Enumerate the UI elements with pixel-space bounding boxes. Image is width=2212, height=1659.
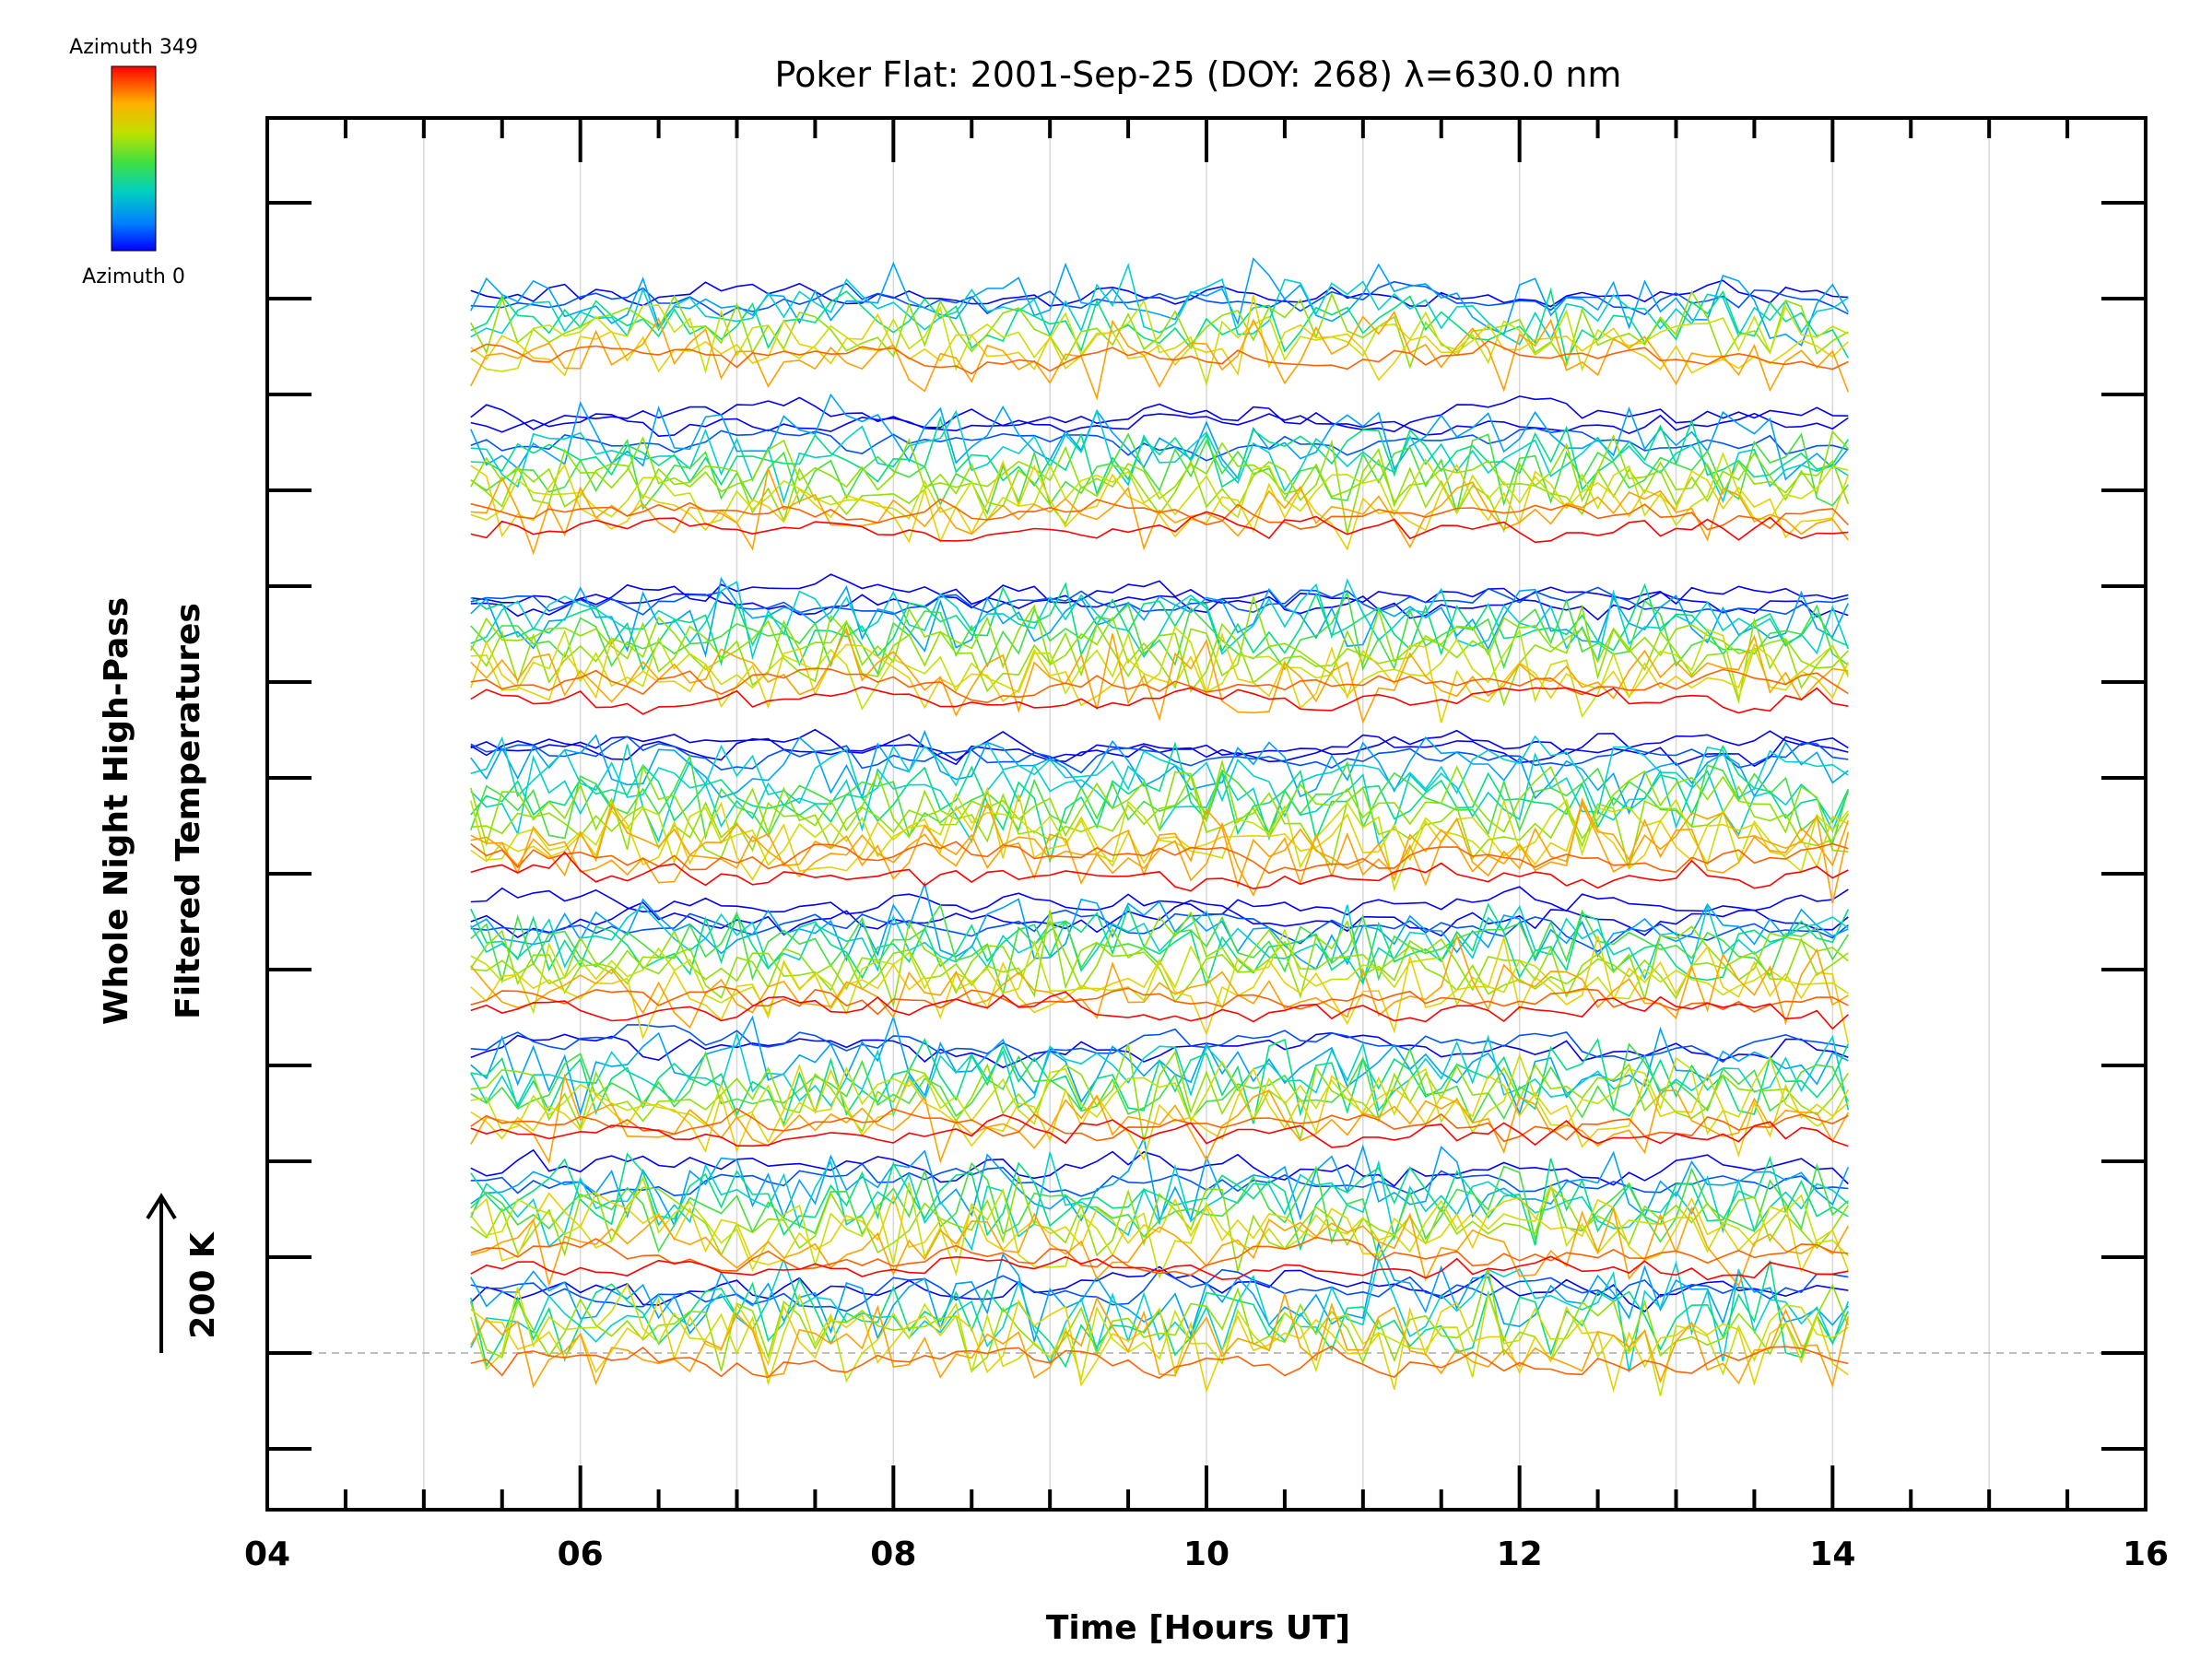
series-line (470, 841, 1849, 875)
series-line (470, 1031, 1849, 1069)
series-line (470, 1037, 1850, 1126)
series-line (470, 614, 1850, 707)
series-line (470, 1148, 1849, 1187)
x-tick-label: 06 (558, 1535, 604, 1573)
series-line (470, 511, 1849, 544)
x-tick-labels: 04 06 08 10 12 14 16 (244, 1535, 2169, 1573)
series-line (470, 1206, 1849, 1288)
series-line (470, 393, 1849, 481)
series-lines (470, 257, 1850, 1396)
series-line (470, 311, 1850, 401)
series-line (470, 904, 1849, 984)
series-line (470, 1162, 1849, 1197)
series-line (470, 295, 1849, 382)
x-axis-label: Time [Hours UT] (1046, 1609, 1350, 1647)
series-line (470, 625, 1850, 719)
series-line (470, 287, 1849, 364)
series-line (470, 439, 1850, 535)
x-tick-label: 14 (1809, 1535, 1855, 1573)
series-line (470, 582, 1849, 672)
series-line (470, 1107, 1849, 1143)
colorbar-top-label: Azimuth 349 (69, 36, 198, 59)
series-line (470, 900, 1849, 939)
series-line (470, 626, 1849, 724)
series-line (470, 586, 1849, 616)
series-line (470, 1290, 1850, 1389)
series-line (470, 395, 1849, 433)
x-tick-label: 04 (244, 1535, 290, 1573)
series-line (470, 1241, 1849, 1345)
series-line (470, 1053, 1849, 1135)
series-line (470, 1297, 1849, 1394)
x-tick-label: 16 (2123, 1535, 2169, 1573)
series-line (470, 576, 1850, 658)
series-line (470, 729, 1849, 816)
series-line (470, 686, 1849, 715)
series-line (470, 759, 1849, 859)
axes (265, 116, 2147, 1512)
series-line (470, 741, 1850, 865)
series-line (470, 262, 1849, 346)
series-line (470, 729, 1849, 761)
series-line (470, 280, 1849, 318)
series-line (470, 432, 1849, 515)
series-line (470, 594, 1849, 689)
series-line (470, 985, 1849, 1016)
series-line (470, 1063, 1849, 1161)
series-line (470, 578, 1850, 664)
series-line (470, 909, 1849, 953)
y-axis-label-line-2: Filtered Temperatures (170, 603, 207, 1019)
series-line (470, 1268, 1850, 1372)
series-line (470, 339, 1849, 375)
series-line (470, 851, 1849, 892)
series-line (470, 911, 1849, 1008)
scale-bar (146, 1193, 177, 1353)
series-line (470, 415, 1849, 497)
series-line (470, 1192, 1850, 1274)
series-line (470, 412, 1849, 438)
series-line (470, 773, 1849, 869)
series-line (470, 881, 1849, 971)
series-line (470, 590, 1849, 676)
series-line (470, 1073, 1850, 1165)
colorbar (111, 65, 157, 252)
x-tick-label: 12 (1497, 1535, 1543, 1573)
series-line (470, 991, 1849, 1030)
series-line (470, 935, 1850, 1043)
series-line (470, 1043, 1849, 1143)
series-line (470, 257, 1849, 347)
series-line (470, 1042, 1850, 1124)
series-line (470, 498, 1849, 531)
x-tick-label: 08 (870, 1535, 916, 1573)
series-line (470, 1256, 1850, 1372)
series-line (470, 1152, 1849, 1252)
x-tick-label: 10 (1183, 1535, 1230, 1573)
series-line (470, 1161, 1849, 1262)
series-line (470, 1255, 1849, 1281)
series-line (470, 1345, 1849, 1379)
series-line (470, 797, 1850, 888)
series-line (470, 667, 1849, 704)
colorbar-bottom-label: Azimuth 0 (82, 265, 185, 288)
scale-bar-label: 200 K (184, 1231, 222, 1339)
series-line (470, 451, 1849, 527)
chart-title: Poker Flat: 2001-Sep-25 (DOY: 268) λ=630… (775, 54, 1622, 95)
series-line (470, 1282, 1849, 1396)
series-line (470, 903, 1849, 997)
series-line (470, 1265, 1849, 1312)
series-line (470, 786, 1849, 881)
series-line (470, 735, 1849, 818)
series-line (470, 801, 1850, 904)
series-line (470, 933, 1849, 1030)
series-line (470, 792, 1849, 892)
series-line (470, 429, 1849, 507)
series-line (470, 1024, 1849, 1064)
y-axis-label-line-1: Whole Night High-Pass (98, 597, 135, 1025)
series-line (470, 735, 1849, 774)
series-line (470, 1113, 1849, 1148)
series-line (470, 631, 1850, 724)
